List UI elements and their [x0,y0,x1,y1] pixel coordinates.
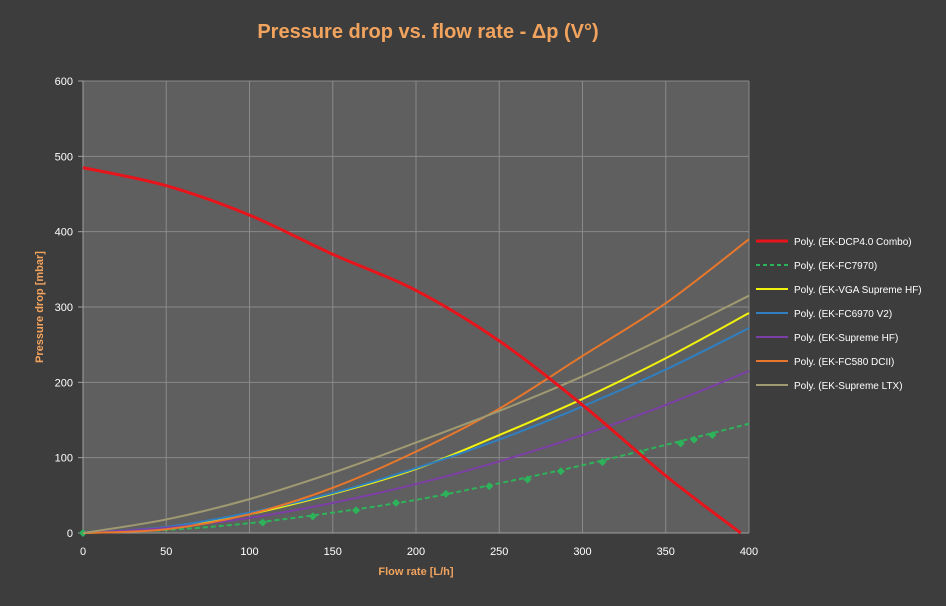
y-axis-title: Pressure drop [mbar] [34,251,46,363]
x-tick-label: 400 [740,546,758,558]
tick-labels: 0 50 100 150 200 250 300 350 400 0 100 200 300 400 500… [55,76,759,558]
data-point-marker [556,467,565,476]
legend-label: Poly. (EK-Supreme LTX) [794,381,903,392]
series-line-poly-ek-fc580-dcii [82,238,750,534]
y-tick-label: 600 [55,76,73,88]
legend-label: Poly. (EK-Supreme HF) [794,333,898,344]
series-line-poly-ek-dcp4-0-combo [82,166,742,535]
x-tick-label: 350 [657,546,675,558]
y-tick-label: 100 [55,453,73,465]
y-tick-label: 400 [55,227,73,239]
x-tick-label: 100 [240,546,258,558]
x-tick-label: 0 [80,546,86,558]
series-lines [79,166,750,537]
data-point-marker [441,489,450,498]
legend-label: Poly. (EK-FC6970 V2) [794,309,892,320]
y-tick-label: 500 [55,151,73,163]
data-point-marker [352,506,361,515]
y-tick-label: 0 [67,528,73,540]
data-point-marker [392,498,401,507]
x-tick-label: 300 [573,546,591,558]
series-line-poly-ek-fc6970-v2 [82,327,750,534]
x-tick-label: 250 [490,546,508,558]
data-point-marker [708,431,717,440]
legend-label: Poly. (EK-DCP4.0 Combo) [794,237,912,248]
x-tick-label: 50 [160,546,172,558]
x-tick-label: 150 [324,546,342,558]
data-point-marker [485,482,494,491]
chart-title: Pressure drop vs. flow rate - Δp (V°) [257,21,598,43]
series-line-poly-ek-supreme-ltx [82,294,750,534]
legend-label: Poly. (EK-FC580 DCII) [794,357,894,368]
data-point-marker [676,439,685,448]
legend: Poly. (EK-DCP4.0 Combo) Poly. (EK-FC7970)… [756,237,922,392]
data-point-marker [258,518,267,527]
legend-label: Poly. (EK-VGA Supreme HF) [794,285,922,296]
data-point-marker [598,458,607,467]
axes [78,80,749,534]
legend-label: Poly. (EK-FC7970) [794,261,877,272]
data-point-marker [308,512,317,521]
y-tick-label: 300 [55,302,73,314]
data-point-marker [690,435,699,444]
x-axis-title: Flow rate [L/h] [378,566,454,578]
y-tick-label: 200 [55,377,73,389]
x-tick-label: 200 [407,546,425,558]
series-line-poly-ek-fc7970 [82,422,750,534]
data-point-marker [523,475,532,484]
